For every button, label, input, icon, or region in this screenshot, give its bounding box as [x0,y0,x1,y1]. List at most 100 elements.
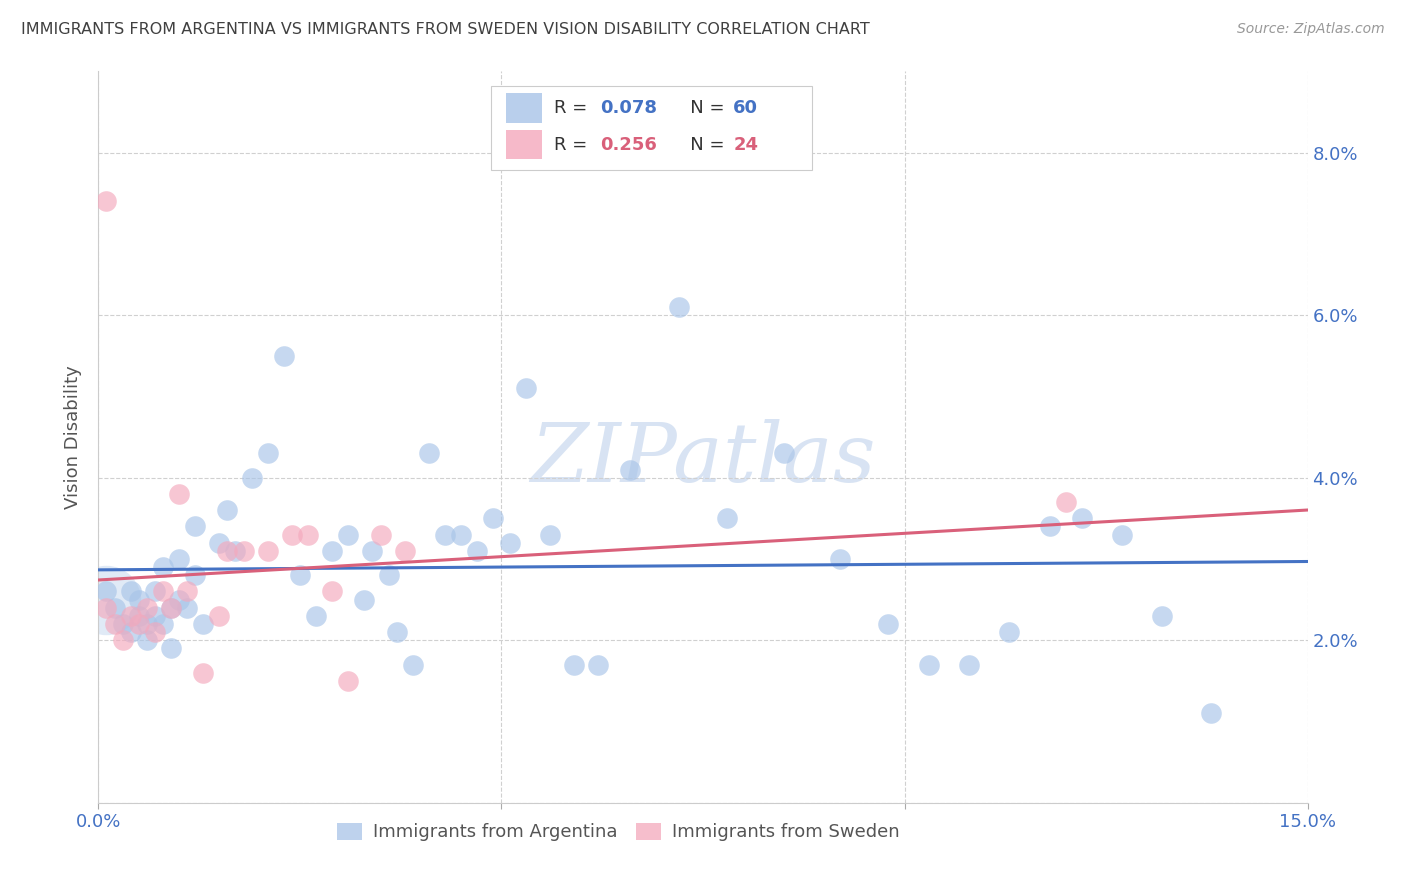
Point [224,544,246,558]
Text: R =: R = [554,136,593,153]
Point [465,544,488,558]
Point [135,633,157,648]
Point [217,544,239,558]
Point [281,527,304,541]
Point [143,625,166,640]
Point [208,535,231,549]
Point [538,527,561,541]
Point [361,544,384,558]
Point [957,657,980,672]
Point [877,617,900,632]
Text: R =: R = [554,99,593,117]
Point [143,608,166,623]
Point [385,625,408,640]
Point [1054,495,1077,509]
Point [668,300,690,314]
Point [434,527,457,541]
Point [321,544,343,558]
Text: 60: 60 [734,99,758,117]
Y-axis label: Vision Disability: Vision Disability [65,365,83,509]
Point [160,600,183,615]
Point [321,584,343,599]
Point [353,592,375,607]
Point [120,625,142,640]
Point [135,600,157,615]
Point [152,617,174,632]
Text: Source: ZipAtlas.com: Source: ZipAtlas.com [1237,22,1385,37]
Point [184,519,207,533]
Point [193,617,215,632]
Point [370,527,392,541]
FancyBboxPatch shape [506,130,543,159]
Point [120,608,142,623]
Point [111,633,134,648]
Point [1199,706,1222,721]
Point [772,446,794,460]
Point [586,657,609,672]
Point [1039,519,1062,533]
Point [232,544,254,558]
Point [152,560,174,574]
Point [1111,527,1133,541]
Point [273,349,295,363]
Point [240,471,263,485]
Text: 0.256: 0.256 [600,136,657,153]
Point [96,584,118,599]
Point [394,544,416,558]
Point [167,592,190,607]
Point [498,535,520,549]
Point [103,600,125,615]
Point [515,381,537,395]
Text: N =: N = [672,99,730,117]
FancyBboxPatch shape [506,94,543,122]
Point [402,657,425,672]
Point [176,600,198,615]
Point [128,592,150,607]
Point [482,511,505,525]
Point [217,503,239,517]
Point [208,608,231,623]
Text: ZIPatlas: ZIPatlas [530,419,876,499]
Point [111,617,134,632]
Point [337,527,360,541]
Point [297,527,319,541]
Text: 0.078: 0.078 [600,99,657,117]
Point [167,487,190,501]
Point [128,617,150,632]
Point [562,657,585,672]
Text: N =: N = [672,136,730,153]
Point [96,194,118,209]
Text: 24: 24 [734,136,758,153]
Point [128,608,150,623]
Point [256,544,278,558]
Point [160,600,183,615]
Point [918,657,941,672]
Point [103,617,125,632]
FancyBboxPatch shape [492,86,811,170]
Text: IMMIGRANTS FROM ARGENTINA VS IMMIGRANTS FROM SWEDEN VISION DISABILITY CORRELATIO: IMMIGRANTS FROM ARGENTINA VS IMMIGRANTS … [21,22,870,37]
Point [377,568,399,582]
Point [120,584,142,599]
Point [193,665,215,680]
Point [167,552,190,566]
Point [450,527,472,541]
Point [619,462,641,476]
Point [337,673,360,688]
Point [135,617,157,632]
Point [256,446,278,460]
Point [418,446,440,460]
Point [184,568,207,582]
Point [152,584,174,599]
Point [1152,608,1174,623]
Point [143,584,166,599]
Point [176,584,198,599]
Point [96,592,118,607]
Point [305,608,328,623]
Point [828,552,851,566]
Point [716,511,738,525]
Point [998,625,1021,640]
Point [288,568,311,582]
Point [1070,511,1092,525]
Point [160,641,183,656]
Point [96,600,118,615]
